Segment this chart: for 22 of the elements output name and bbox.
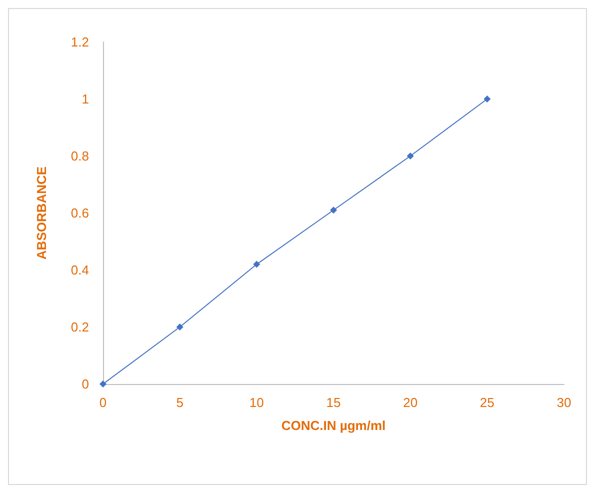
x-tick-label: 15 bbox=[326, 395, 341, 410]
point bbox=[406, 152, 414, 160]
y-axis-title: ABSORBANCE bbox=[34, 166, 49, 260]
point bbox=[176, 324, 184, 330]
y-tick-label: 1 bbox=[82, 92, 89, 106]
x-tick-label: 20 bbox=[403, 395, 418, 410]
point bbox=[484, 96, 491, 102]
point bbox=[330, 206, 337, 214]
y-tick-label: 1.2 bbox=[70, 34, 89, 50]
y-tick-label: 0.2 bbox=[70, 320, 89, 334]
y-tick-label: 0.6 bbox=[70, 206, 89, 220]
y-tick-label: 0.4 bbox=[70, 262, 89, 278]
y-tick-label: 0.8 bbox=[70, 148, 89, 164]
point bbox=[100, 380, 106, 388]
y-tick-label: 0 bbox=[82, 376, 89, 392]
point bbox=[253, 260, 260, 268]
x-tick-label: 10 bbox=[249, 395, 264, 410]
x-axis-title: CONC.IN µgm/ml bbox=[281, 418, 386, 433]
x-tick-label: 5 bbox=[176, 395, 184, 410]
x-tick-label: 0 bbox=[99, 395, 107, 410]
x-tick-label: 30 bbox=[556, 395, 572, 410]
x-tick-label: 25 bbox=[480, 395, 494, 410]
